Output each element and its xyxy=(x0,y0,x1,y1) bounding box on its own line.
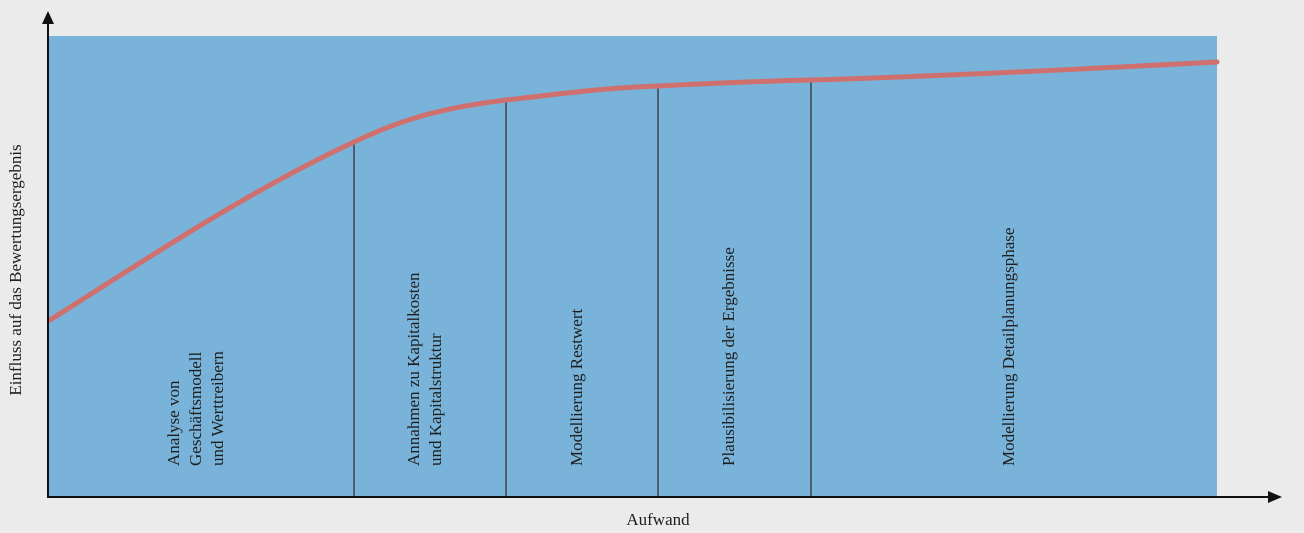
phase-label-line: und Werttreibern xyxy=(208,351,227,466)
phase-label-line: Modellierung Restwert xyxy=(567,309,586,466)
phase-label-restwert: Modellierung Restwert xyxy=(567,309,586,466)
y-axis-arrowhead xyxy=(42,11,54,24)
phase-label-plausibilisierung: Plausibilisierung der Ergebnisse xyxy=(719,247,738,466)
phase-label-line: Plausibilisierung der Ergebnisse xyxy=(719,247,738,466)
phase-label-line: Modellierung Detailplanungsphase xyxy=(999,228,1018,466)
x-axis-arrowhead xyxy=(1268,491,1282,503)
phase-label-line: Analyse von xyxy=(164,380,183,466)
phase-label-line: und Kapitalstruktur xyxy=(426,333,445,466)
x-axis-label: Aufwand xyxy=(626,510,690,529)
phase-label-line: Geschäftsmodell xyxy=(186,351,205,466)
phase-label-line: Annahmen zu Kapitalkosten xyxy=(404,272,423,466)
phase-label-detailplanung: Modellierung Detailplanungsphase xyxy=(999,228,1018,466)
y-axis-label: Einfluss auf das Bewertungsergebnis xyxy=(6,144,25,395)
